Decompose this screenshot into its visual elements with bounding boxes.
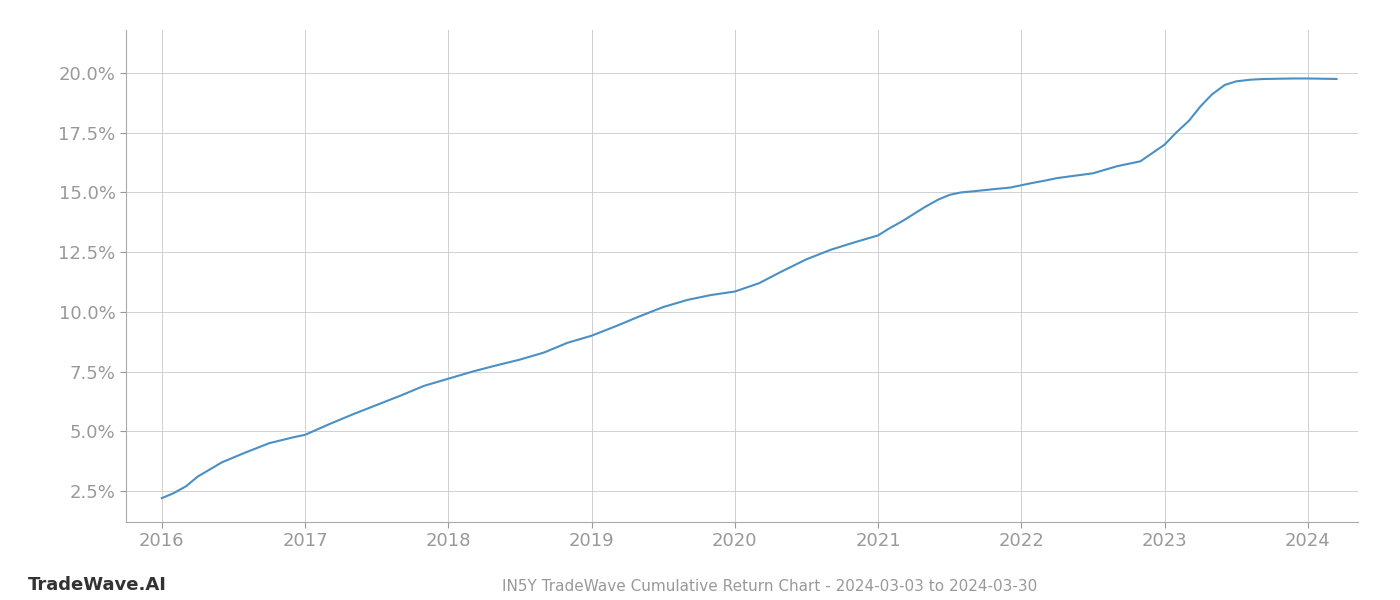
Text: IN5Y TradeWave Cumulative Return Chart - 2024-03-03 to 2024-03-30: IN5Y TradeWave Cumulative Return Chart -… (503, 579, 1037, 594)
Text: TradeWave.AI: TradeWave.AI (28, 576, 167, 594)
